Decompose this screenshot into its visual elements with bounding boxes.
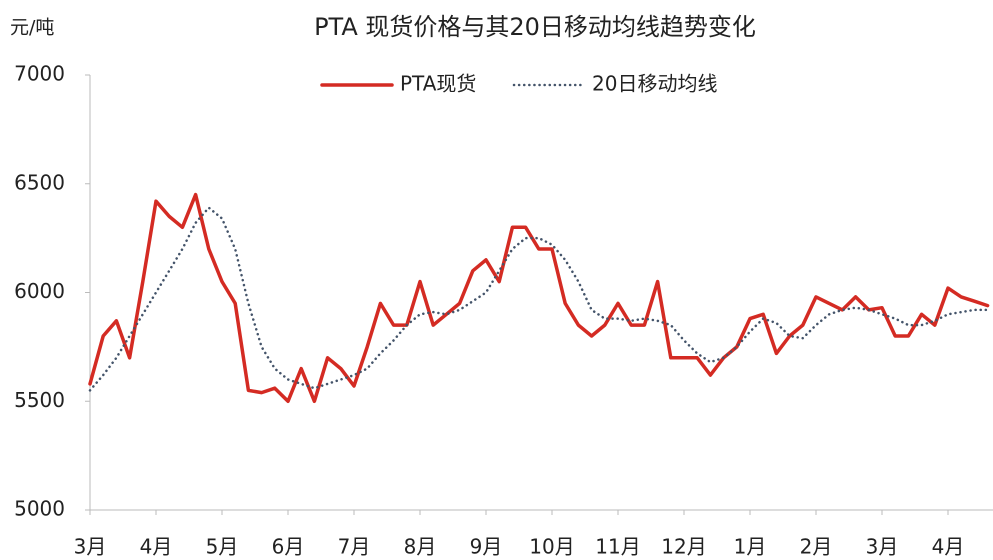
y-tick-label: 5000 [14, 497, 65, 521]
x-tick-label: 12月 [661, 535, 706, 559]
x-tick-label: 11月 [595, 535, 640, 559]
x-tick-label: 2月 [800, 535, 833, 559]
x-tick-label: 7月 [338, 535, 371, 559]
x-tick-label: 6月 [272, 535, 305, 559]
series-line [88, 192, 990, 404]
x-tick-label: 8月 [404, 535, 437, 559]
y-tick-label: 5500 [14, 388, 65, 412]
x-tick-label: 10月 [529, 535, 574, 559]
x-tick-label: 4月 [932, 535, 965, 559]
x-tick-label: 5月 [206, 535, 239, 559]
series-line [88, 206, 989, 392]
x-tick-label: 4月 [140, 535, 173, 559]
y-tick-label: 6000 [14, 279, 65, 303]
x-tick-label: 1月 [734, 535, 767, 559]
chart-title: PTA 现货价格与其20日移动均线趋势变化 [314, 13, 756, 41]
y-tick-label: 6500 [14, 170, 65, 194]
x-tick-label: 3月 [866, 535, 899, 559]
legend-label: 20日移动均线 [592, 72, 717, 96]
x-tick-label: 3月 [74, 535, 107, 559]
y-axis-label: 元/吨 [10, 17, 54, 39]
legend-label: PTA现货 [400, 72, 476, 96]
y-tick-label: 7000 [14, 62, 65, 86]
x-tick-label: 9月 [470, 535, 503, 559]
